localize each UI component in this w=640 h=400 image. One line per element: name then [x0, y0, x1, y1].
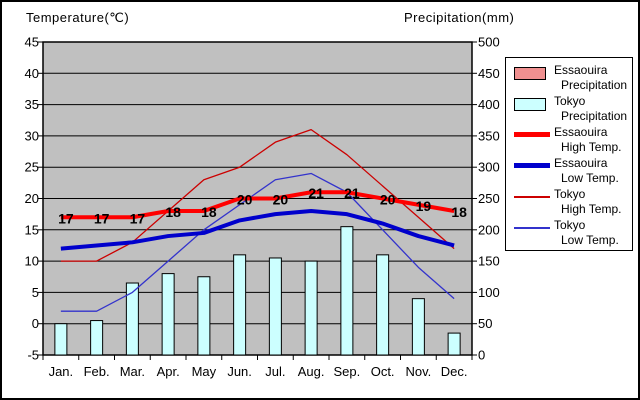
- bar-tokyo-precipitation: [161, 273, 175, 356]
- data-label: 19: [416, 198, 432, 214]
- left-axis-tick-label: 35: [25, 97, 39, 112]
- right-axis-title: Precipitation(mm): [404, 10, 515, 25]
- line-tokyo-low-temp: [60, 172, 455, 312]
- left-axis-tick-label: 5: [32, 285, 39, 300]
- x-axis-month-label: Oct.: [371, 364, 395, 379]
- x-axis-month-label: Aug.: [298, 364, 325, 379]
- bar-tokyo-precipitation: [54, 323, 68, 356]
- data-label: 18: [201, 204, 217, 220]
- legend-item-essaouira-low-temp: Essaouira Low Temp.: [506, 156, 632, 187]
- legend-swatch-icon: [514, 128, 554, 137]
- x-axis-month-label: Feb.: [84, 364, 110, 379]
- legend-item-essaouira-precipitation: Essaouira Precipitation: [506, 63, 632, 94]
- right-axis-tick-label: 250: [478, 191, 500, 206]
- line-essaouira-low-temp: [60, 209, 455, 251]
- bar-tokyo-precipitation: [376, 254, 390, 356]
- data-label: 18: [451, 204, 467, 220]
- left-axis-title: Temperature(℃): [26, 10, 130, 25]
- x-axis-month-label: May: [192, 364, 217, 379]
- right-axis-tick-label: 150: [478, 254, 500, 269]
- x-axis-month-label: Apr.: [157, 364, 180, 379]
- legend-swatch-icon: [514, 190, 554, 198]
- left-axis-tick-label: -5: [27, 348, 39, 363]
- legend-item-tokyo-high-temp: Tokyo High Temp.: [506, 187, 632, 218]
- right-axis-tick-label: 0: [478, 348, 485, 363]
- left-axis-tick-label: 0: [32, 316, 39, 331]
- bar-tokyo-precipitation: [340, 226, 354, 356]
- line-tokyo-high-temp: [60, 128, 455, 262]
- data-label: 18: [165, 204, 181, 220]
- legend-item-tokyo-precipitation: Tokyo Precipitation: [506, 94, 632, 125]
- bar-tokyo-precipitation: [197, 276, 211, 356]
- left-axis-tick-label: 30: [25, 128, 39, 143]
- data-label: 17: [130, 210, 146, 226]
- right-axis-tick-label: 350: [478, 128, 500, 143]
- line-essaouira-high-temp: [60, 190, 455, 220]
- data-label: 17: [58, 210, 74, 226]
- legend-label: Tokyo High Temp.: [554, 187, 622, 216]
- legend-label: Essaouira High Temp.: [554, 125, 622, 154]
- bar-tokyo-precipitation: [233, 254, 247, 356]
- bar-tokyo-precipitation: [125, 282, 139, 356]
- left-axis-tick-label: 25: [25, 160, 39, 175]
- legend-label: Essaouira Precipitation: [554, 63, 628, 92]
- right-axis-tick-label: 400: [478, 97, 500, 112]
- right-axis-tick-label: 200: [478, 222, 500, 237]
- bar-tokyo-precipitation: [447, 332, 461, 356]
- left-axis-tick-label: 45: [25, 35, 39, 50]
- legend-label: Essaouira Low Temp.: [554, 156, 619, 185]
- data-label: 20: [380, 192, 396, 208]
- legend-swatch-icon: [514, 159, 554, 168]
- right-axis-tick-label: 300: [478, 160, 500, 175]
- legend-label: Tokyo Precipitation: [554, 94, 628, 123]
- x-axis-month-label: Jun.: [227, 364, 252, 379]
- legend-swatch-icon: [514, 221, 554, 229]
- data-label: 21: [308, 185, 324, 201]
- x-axis-month-label: Sep.: [334, 364, 361, 379]
- x-axis-month-label: Jan.: [49, 364, 74, 379]
- data-label: 17: [94, 210, 110, 226]
- legend-item-essaouira-high-temp: Essaouira High Temp.: [506, 125, 632, 156]
- right-axis-tick-label: 500: [478, 35, 500, 50]
- legend-swatch-icon: [514, 97, 554, 111]
- x-axis-month-label: Mar.: [120, 364, 145, 379]
- right-axis-tick-label: 100: [478, 285, 500, 300]
- legend: Essaouira Precipitation Tokyo Precipitation…: [505, 57, 633, 251]
- data-label: 20: [237, 192, 253, 208]
- x-axis-month-label: Nov.: [405, 364, 431, 379]
- bar-tokyo-precipitation: [268, 257, 282, 356]
- legend-label: Tokyo Low Temp.: [554, 218, 619, 247]
- left-axis-tick-label: 10: [25, 254, 39, 269]
- left-axis-tick-label: 20: [25, 191, 39, 206]
- legend-item-tokyo-low-temp: Tokyo Low Temp.: [506, 218, 632, 249]
- bar-tokyo-precipitation: [90, 320, 104, 356]
- data-label: 20: [273, 192, 289, 208]
- x-axis-month-label: Dec.: [441, 364, 468, 379]
- left-axis-tick-label: 40: [25, 66, 39, 81]
- bar-tokyo-precipitation: [411, 298, 425, 356]
- left-axis-tick-label: 15: [25, 222, 39, 237]
- right-axis-tick-label: 50: [478, 316, 492, 331]
- data-label: 21: [344, 185, 360, 201]
- x-axis-month-label: Jul.: [265, 364, 285, 379]
- bar-tokyo-precipitation: [304, 260, 318, 356]
- legend-swatch-icon: [514, 66, 554, 80]
- right-axis-tick-label: 450: [478, 66, 500, 81]
